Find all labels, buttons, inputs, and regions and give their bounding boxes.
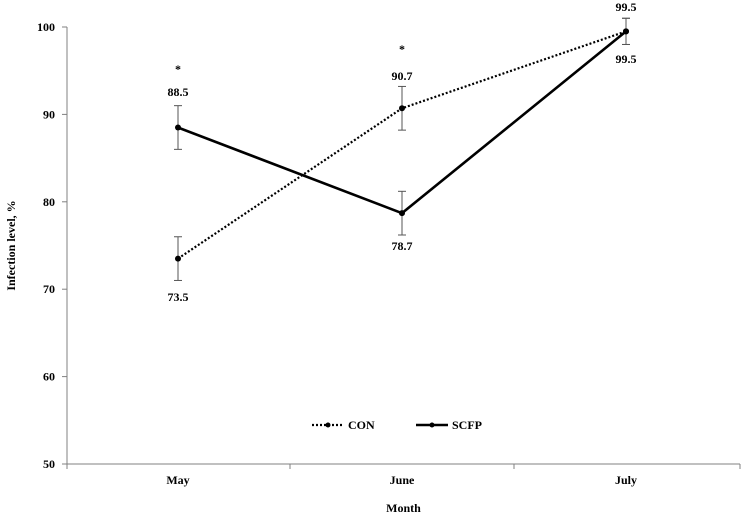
- data-labels: 88.5 73.5 90.7 78.7 99.5 99.5: [168, 0, 637, 304]
- legend-label-con: CON: [348, 418, 375, 432]
- x-tick-label: June: [390, 473, 415, 487]
- data-label-con: 99.5: [616, 0, 637, 14]
- axes: [62, 26, 741, 469]
- data-point-con: [175, 255, 181, 262]
- y-tick-label: 70: [43, 282, 55, 296]
- y-tick-label: 90: [43, 107, 55, 121]
- data-label-con: 90.7: [392, 69, 413, 83]
- data-point-scfp: [175, 124, 181, 131]
- y-tick-label: 100: [37, 20, 55, 34]
- x-tick-label: May: [166, 473, 189, 487]
- y-tick-label: 50: [43, 457, 55, 471]
- legend-marker-con: [325, 422, 331, 428]
- data-label-scfp: 88.5: [168, 85, 189, 99]
- significance-star: *: [399, 42, 405, 56]
- legend-marker-scfp: [429, 422, 435, 428]
- y-axis-title: Infection level, %: [4, 200, 18, 290]
- data-points: [175, 28, 629, 262]
- legend: CON SCFP: [312, 418, 482, 432]
- y-tick-label: 60: [43, 370, 55, 384]
- data-label-scfp: 78.7: [392, 239, 413, 253]
- tick-labels: 50 60 70 80 90 100 May June July: [37, 20, 637, 487]
- significance-star: *: [175, 62, 181, 76]
- data-point-scfp: [623, 28, 629, 35]
- data-point-scfp: [399, 210, 405, 217]
- x-axis-title: Month: [386, 501, 421, 515]
- legend-label-scfp: SCFP: [452, 418, 482, 432]
- data-point-con: [399, 105, 405, 112]
- x-tick-label: July: [615, 473, 637, 487]
- significance-marks: **: [175, 42, 405, 76]
- data-label-scfp: 99.5: [616, 52, 637, 66]
- data-label-con: 73.5: [168, 290, 189, 304]
- y-tick-label: 80: [43, 195, 55, 209]
